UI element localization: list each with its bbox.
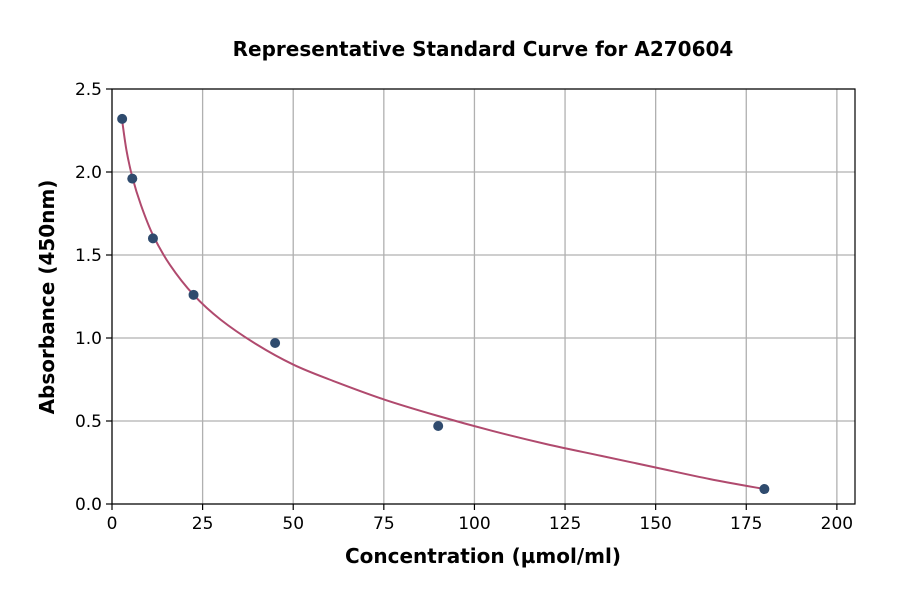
plot-frame (111, 88, 856, 505)
fit-curve-line (121, 120, 765, 491)
data-point (759, 484, 770, 495)
data-point (270, 337, 281, 348)
x-tick-label: 50 (282, 514, 304, 534)
data-point (147, 233, 158, 244)
x-tick-label: 125 (549, 514, 581, 534)
x-tick-label: 75 (373, 514, 395, 534)
fit-curve-layer (121, 120, 765, 491)
y-tick-label: 0.5 (75, 412, 102, 432)
data-point (117, 113, 128, 124)
y-axis-label: Absorbance (450nm) (35, 180, 59, 415)
x-tick-label: 175 (730, 514, 762, 534)
axis-ticks: 0 25 50 75 100 125 150 175 200 0.0 0.5 1.0 1.5 2.0 2.5 (75, 80, 853, 534)
data-point (127, 173, 138, 184)
grid-lines (111, 88, 855, 505)
x-tick-label: 150 (639, 514, 671, 534)
x-tick-label: 25 (192, 514, 214, 534)
y-tick-label: 1.0 (75, 329, 102, 349)
y-tick-label: 1.5 (75, 246, 102, 266)
chart-title: Representative Standard Curve for A27060… (233, 37, 734, 61)
y-tick-label: 2.5 (75, 80, 102, 100)
y-tick-label: 0.0 (75, 495, 102, 515)
data-point (188, 289, 199, 300)
data-points-layer (117, 113, 770, 495)
x-axis-label: Concentration (µmol/ml) (345, 544, 621, 568)
x-tick-label: 100 (458, 514, 490, 534)
x-tick-label: 200 (821, 514, 853, 534)
data-point (433, 420, 444, 431)
y-tick-label: 2.0 (75, 163, 102, 183)
x-tick-label: 0 (107, 514, 118, 534)
